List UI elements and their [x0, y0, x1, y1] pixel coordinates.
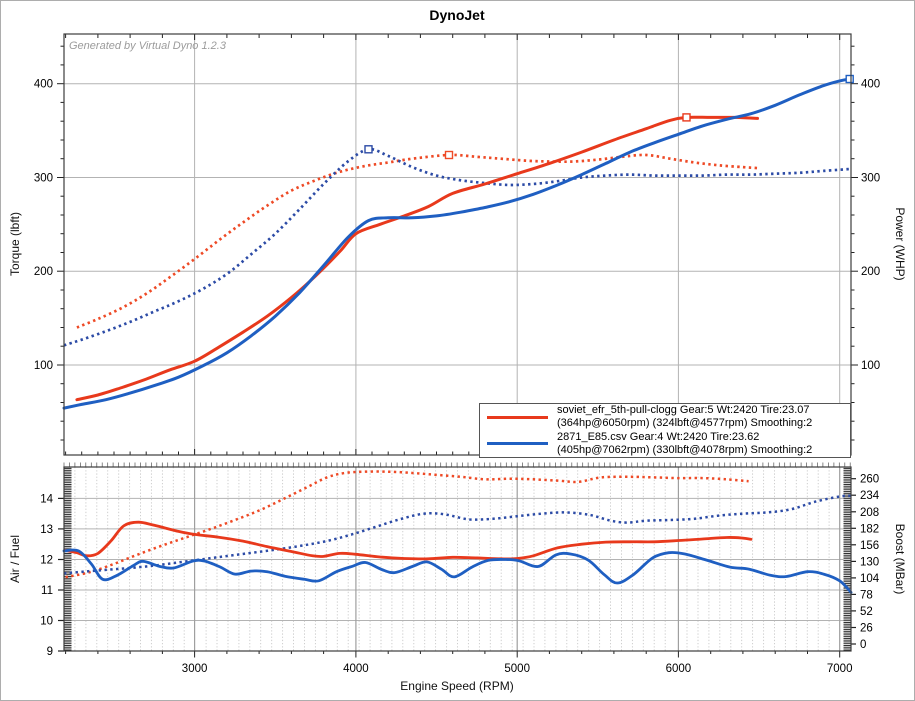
torque-tick-label: 200 — [34, 266, 53, 278]
page-title: DynoJet — [429, 7, 485, 23]
afr-tick-label: 13 — [40, 524, 53, 536]
peak-marker — [845, 74, 854, 84]
boost-tick-label: 52 — [860, 606, 873, 618]
series-blue_afr — [62, 548, 853, 594]
afr-axis-label: Air / Fuel — [8, 534, 22, 584]
series-red_power_whp — [75, 115, 759, 402]
series-blue_torque_lbft — [63, 147, 850, 347]
blue-line-sample — [487, 442, 548, 446]
boost-tick-label: 156 — [860, 540, 879, 552]
torque-axis-label: Torque (lbft) — [8, 211, 22, 277]
legend-entry-red: soviet_efr_5th-pull-clogg Gear:5 Wt:2420… — [480, 404, 850, 431]
legend-blue-line2: (405hp@7062rpm) (330lbft@4078rpm) Smooth… — [557, 443, 813, 456]
top-plot-border — [63, 33, 852, 456]
power-tick-label: 100 — [861, 360, 880, 372]
peak-marker — [364, 145, 373, 154]
rpm-tick-label: 6000 — [666, 663, 692, 675]
power-axis-label: Power (WHP) — [893, 207, 907, 281]
torque-tick-label: 100 — [34, 360, 53, 372]
rpm-tick-label: 3000 — [182, 663, 208, 675]
rpm-tick-label: 5000 — [504, 663, 530, 675]
boost-tick-label: 26 — [860, 623, 873, 635]
peak-marker — [444, 150, 454, 160]
series-blue_power_whp — [62, 77, 852, 410]
afr-tick-label: 14 — [40, 493, 53, 505]
rpm-tick-label: 7000 — [827, 663, 853, 675]
rpm-tick-label: 4000 — [343, 663, 369, 675]
bottom-plot-border — [63, 466, 852, 652]
watermark-text: Generated by Virtual Dyno 1.2.3 — [69, 40, 226, 52]
afr-axis-band — [64, 467, 72, 651]
boost-tick-label: 0 — [860, 639, 866, 651]
red-line-sample — [487, 415, 548, 419]
afr-tick-label: 9 — [47, 646, 53, 658]
torque-tick-label: 400 — [34, 79, 53, 91]
legend-red-line2: (364hp@6050rpm) (324lbft@4577rpm) Smooth… — [557, 417, 813, 430]
afr-tick-label: 10 — [40, 616, 53, 628]
boost-axis-label: Boost (MBar) — [893, 523, 907, 595]
boost-tick-label: 234 — [860, 490, 880, 502]
legend-box: soviet_efr_5th-pull-clogg Gear:5 Wt:2420… — [479, 403, 851, 458]
power-tick-label: 200 — [861, 266, 880, 278]
boost-tick-label: 104 — [860, 573, 880, 585]
series-red_afr — [64, 520, 753, 561]
legend-entry-blue: 2871_E85.csv Gear:4 Wt:2420 Tire:23.62 (… — [480, 431, 850, 458]
rpm-axis-label: Engine Speed (RPM) — [400, 679, 514, 693]
afr-tick-label: 12 — [40, 555, 53, 567]
boost-tick-label: 130 — [860, 556, 879, 568]
power-tick-label: 400 — [861, 79, 880, 91]
boost-tick-label: 260 — [860, 474, 879, 486]
boost-axis-band — [843, 467, 851, 651]
legend-entry-red-text: soviet_efr_5th-pull-clogg Gear:5 Wt:2420… — [557, 404, 812, 430]
series-red_boost_mbar — [65, 470, 749, 579]
series-red_torque_lbft — [76, 153, 758, 329]
legend-red-line1: soviet_efr_5th-pull-clogg Gear:5 Wt:2420… — [557, 404, 810, 417]
torque-tick-label: 300 — [34, 173, 53, 185]
afr-tick-label: 11 — [41, 585, 53, 597]
boost-tick-label: 182 — [860, 523, 879, 535]
power-tick-label: 300 — [861, 173, 880, 185]
peak-marker — [682, 113, 691, 122]
legend-entry-blue-text: 2871_E85.csv Gear:4 Wt:2420 Tire:23.62 (… — [557, 431, 812, 457]
boost-tick-label: 78 — [860, 589, 873, 601]
boost-tick-label: 208 — [860, 507, 879, 519]
legend-blue-line1: 2871_E85.csv Gear:4 Wt:2420 Tire:23.62 — [557, 430, 760, 443]
